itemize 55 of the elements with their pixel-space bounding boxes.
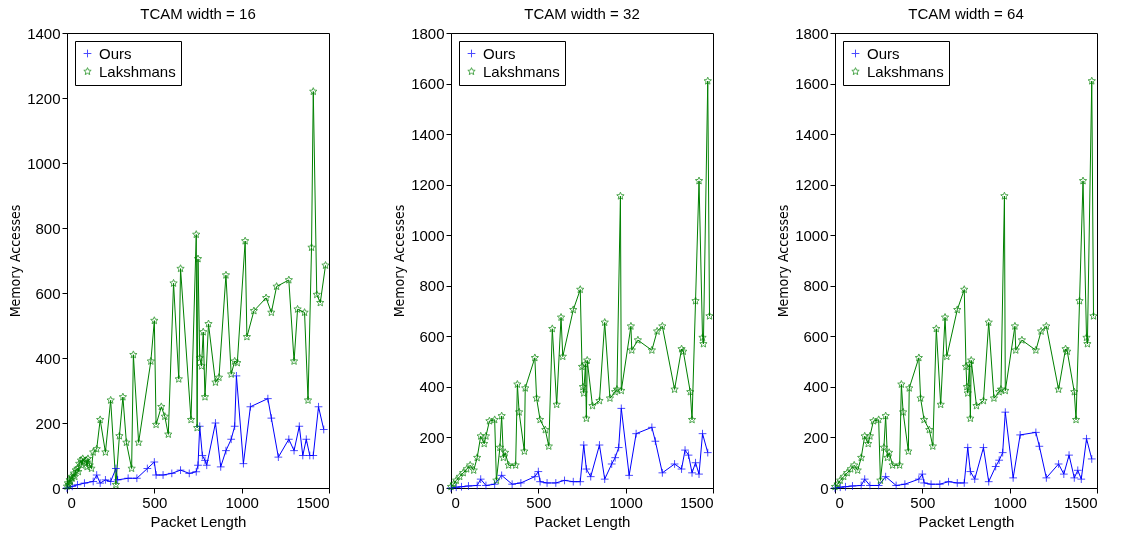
x-tick-label: 1000 [993, 493, 1027, 511]
y-tick-label: 600 [803, 327, 829, 345]
y-tick-label: 200 [419, 428, 445, 446]
y-tick-label: 800 [35, 219, 61, 237]
x-tick-label: 0 [67, 493, 76, 511]
y-tick-label: 600 [35, 284, 61, 302]
y-tick-label: 200 [35, 414, 61, 432]
y-tick-label: 0 [820, 479, 829, 497]
y-tick-label: 1200 [795, 176, 829, 194]
x-axis-title: Packet Length [918, 512, 1015, 530]
legend-label: Ours [483, 44, 516, 62]
x-tick-label: 1000 [225, 493, 259, 511]
y-tick-label: 400 [35, 349, 61, 367]
y-tick-label: 1000 [795, 226, 829, 244]
x-tick-label: 1000 [609, 493, 643, 511]
y-tick-label: 1400 [27, 24, 61, 42]
y-tick-label: 1600 [795, 75, 829, 93]
legend-label: Ours [99, 44, 132, 62]
legend-label: Lakshmans [867, 62, 944, 80]
x-tick-label: 500 [910, 493, 936, 511]
y-axis-title: Memory Accesses [391, 204, 408, 318]
chart-title: TCAM width = 32 [524, 5, 640, 22]
y-tick-label: 800 [803, 277, 829, 295]
y-tick-label: 400 [419, 378, 445, 396]
x-tick-label: 1500 [1064, 493, 1098, 511]
y-axis-title: Memory Accesses [775, 204, 792, 318]
y-tick-label: 600 [419, 327, 445, 345]
x-tick-label: 500 [142, 493, 168, 511]
y-tick-label: 0 [436, 479, 445, 497]
y-tick-label: 1400 [411, 125, 445, 143]
y-tick-label: 1400 [795, 125, 829, 143]
legend-label: Ours [867, 44, 900, 62]
x-axis-title: Packet Length [150, 512, 247, 530]
y-tick-label: 800 [419, 277, 445, 295]
y-axis-title: Memory Accesses [7, 204, 24, 318]
x-tick-label: 1500 [296, 493, 330, 511]
chart-title: TCAM width = 16 [140, 5, 256, 22]
y-tick-label: 1800 [411, 24, 445, 42]
y-tick-label: 1800 [795, 24, 829, 42]
legend-label: Lakshmans [483, 62, 560, 80]
y-tick-label: 1200 [27, 89, 61, 107]
x-tick-label: 1500 [680, 493, 714, 511]
x-tick-label: 0 [451, 493, 460, 511]
x-axis-title: Packet Length [534, 512, 631, 530]
y-tick-label: 1000 [27, 154, 61, 172]
y-tick-label: 1600 [411, 75, 445, 93]
y-tick-label: 0 [52, 479, 61, 497]
x-tick-label: 500 [526, 493, 552, 511]
y-tick-label: 200 [803, 428, 829, 446]
y-tick-label: 1200 [411, 176, 445, 194]
legend-label: Lakshmans [99, 62, 176, 80]
y-tick-label: 400 [803, 378, 829, 396]
y-tick-label: 1000 [411, 226, 445, 244]
x-tick-label: 0 [835, 493, 844, 511]
chart-title: TCAM width = 64 [908, 5, 1024, 22]
